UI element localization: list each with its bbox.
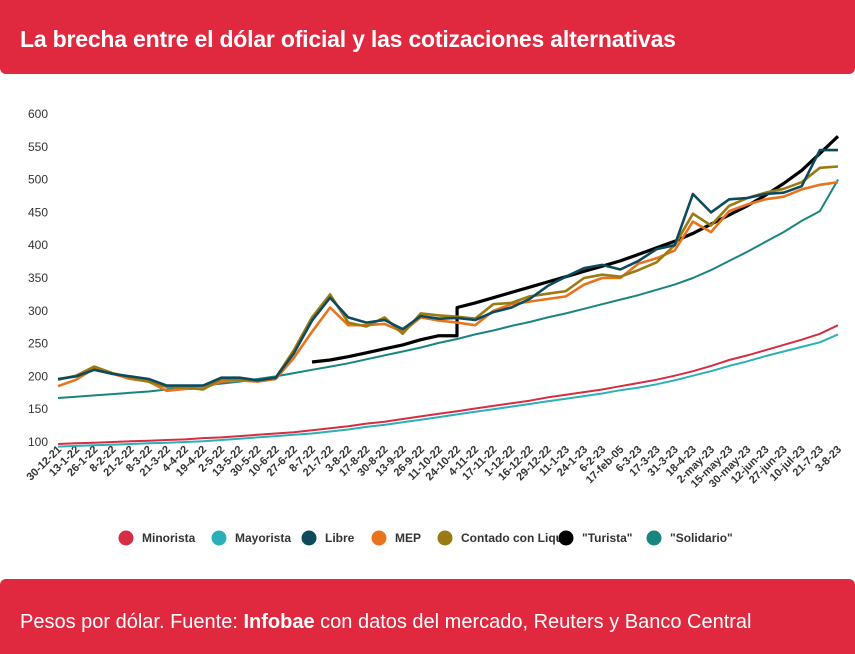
y-tick-label: 400 (28, 238, 48, 252)
source-brand: Infobae (243, 611, 315, 633)
y-tick-label: 100 (28, 435, 48, 449)
legend-swatch (211, 530, 227, 546)
source-prefix: Pesos por dólar. Fuente: (20, 611, 244, 633)
y-axis: 100 150 200 250 300 350 400 450 500 550 600 (28, 107, 48, 449)
y-tick-label: 600 (28, 107, 48, 121)
legend-swatch (646, 530, 662, 546)
legend-label: Minorista (142, 531, 196, 545)
chart-footer: Pesos por dólar. Fuente: Infobae con dat… (0, 579, 855, 654)
y-tick-label: 550 (28, 140, 48, 154)
series-line (311, 135, 840, 364)
y-tick-label: 500 (28, 173, 48, 187)
series-line (57, 324, 839, 445)
legend-swatch (118, 530, 134, 546)
legend-label: "Turista" (582, 531, 633, 545)
legend-label: MEP (395, 531, 421, 545)
legend-label: Contado con Liqui (461, 531, 566, 545)
legend-label: Libre (325, 531, 355, 545)
legend-swatch (301, 530, 317, 546)
y-tick-label: 250 (28, 337, 48, 351)
source-suffix: con datos del mercado, Reuters y Banco C… (314, 611, 752, 633)
series-line (57, 148, 838, 387)
y-tick-label: 150 (28, 402, 48, 416)
series-line (57, 333, 839, 448)
chart-title: La brecha entre el dólar oficial y las c… (20, 26, 676, 52)
line-chart: 100 150 200 250 300 350 400 450 500 550 600 30-12-… (24, 107, 844, 546)
y-tick-label: 350 (28, 271, 48, 285)
source-note: Pesos por dólar. Fuente: Infobae con dat… (20, 611, 752, 634)
chart-header: La brecha entre el dólar oficial y las c… (0, 0, 855, 74)
legend[interactable]: Minorista Mayorista Libre MEP Contado con Li… (118, 530, 733, 546)
y-tick-label: 200 (28, 369, 48, 383)
legend-swatch (558, 530, 574, 546)
series-line (57, 165, 839, 391)
legend-label: "Solidario" (670, 531, 733, 545)
series-line (57, 179, 839, 399)
legend-swatch (437, 530, 453, 546)
plot-lines (57, 135, 840, 448)
legend-swatch (371, 530, 387, 546)
x-axis: 30-12-2113-1-2226-1-228-2-2221-2-228-3-2… (24, 444, 844, 491)
y-tick-label: 300 (28, 304, 48, 318)
y-tick-label: 450 (28, 205, 48, 219)
legend-label: Mayorista (235, 531, 291, 545)
